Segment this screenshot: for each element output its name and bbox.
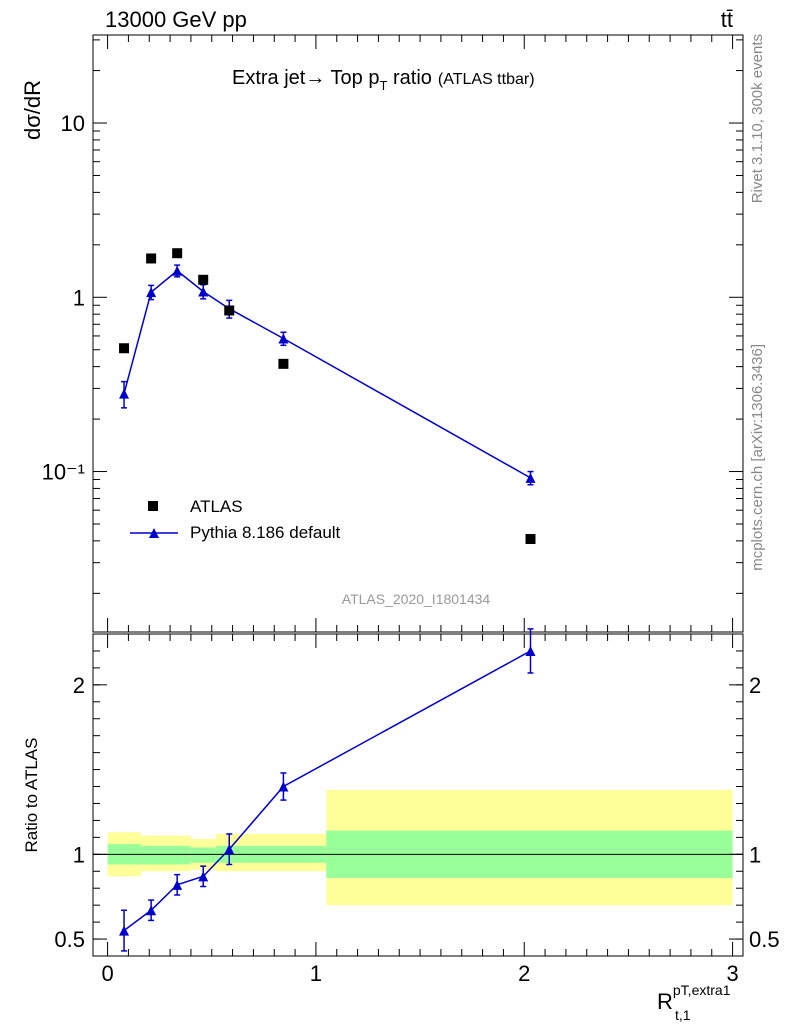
ratio-y-tick-label-left: 1 (73, 842, 85, 867)
energy-label: 13000 GeV pp (105, 7, 247, 32)
legend-pythia-label: Pythia 8.186 default (190, 523, 341, 542)
ratio-panel: 0.5 0.5 1 1 2 2 0 1 2 3 Ratio to ATLAS RpT,extra1… (22, 628, 780, 1023)
ratio-uncertainty-bands (107, 789, 733, 906)
x-axis-label-main: R (657, 989, 673, 1014)
ratio-axes: 0.5 0.5 1 1 2 2 0 1 2 3 (54, 634, 780, 986)
main-chart-title: Extra jet→ Top pT ratio (ATLAS ttbar) (232, 67, 535, 93)
main-y-axis-label: dσ/dR (20, 80, 45, 140)
ratio-y-tick-label-right: 1 (749, 842, 761, 867)
atlas-point (525, 534, 536, 545)
ratio-inner-band (140, 845, 191, 865)
analysis-watermark: ATLAS_2020_I1801434 (342, 591, 491, 607)
atlas-point (198, 274, 209, 285)
x-axis-label-sub: t,1 (675, 1007, 691, 1023)
ratio-y-tick-label-right: 0.5 (749, 927, 780, 952)
ratio-y-tick-label-right: 2 (749, 673, 761, 698)
ratio-pythia-point (224, 844, 235, 855)
mcplots-label: mcplots.cern.ch [arXiv:1306.3436] (749, 344, 766, 571)
ratio-pythia-point (525, 645, 536, 656)
x-tick-label: 1 (310, 961, 322, 986)
legend: ATLAS Pythia 8.186 default (130, 497, 341, 542)
pythia-point (146, 287, 157, 298)
ratio-pythia-point (172, 879, 183, 890)
x-tick-label: 0 (101, 961, 113, 986)
main-y-tick-label: 10⁻¹ (42, 460, 85, 485)
pythia-point (525, 472, 536, 483)
x-axis-label-sup: pT,extra1 (673, 982, 731, 998)
legend-atlas-marker (148, 501, 158, 511)
atlas-point (172, 248, 183, 259)
atlas-point (119, 343, 130, 354)
x-axis-label: RpT,extra1 t,1 (657, 982, 731, 1023)
ratio-pythia-point (278, 781, 289, 792)
main-y-axis: 10⁻¹ 1 10 (42, 35, 743, 632)
title-subscript: T (379, 78, 387, 93)
x-tick-label: 2 (518, 961, 530, 986)
ratio-pythia-point (198, 871, 209, 882)
ratio-y-tick-label-left: 0.5 (54, 927, 85, 952)
main-frame (92, 34, 744, 633)
ratio-y-axis-label: Ratio to ATLAS (22, 738, 41, 853)
atlas-point (224, 305, 235, 316)
title-note: (ATLAS ttbar) (438, 71, 535, 88)
pythia-point (119, 388, 130, 399)
main-y-tick-label: 10 (61, 111, 85, 136)
ratio-inner-band (190, 847, 216, 863)
process-label: tt̄ (721, 7, 733, 32)
rivet-version-label: Rivet 3.1.10, 300k events (749, 34, 766, 203)
pythia-point (198, 286, 209, 297)
main-y-tick-label: 1 (73, 285, 85, 310)
ratio-frame (92, 633, 744, 957)
ratio-series-layer (119, 628, 536, 952)
legend-pythia-marker (149, 528, 159, 538)
x-tick-label: 3 (726, 961, 738, 986)
atlas-point (146, 253, 157, 264)
main-series-layer (119, 248, 536, 545)
title-tail-text: ratio (387, 67, 431, 89)
pythia-point (278, 333, 289, 344)
atlas-point (278, 358, 289, 369)
title-main-text: Extra jet→ Top p (232, 67, 379, 89)
ratio-pythia-point (146, 905, 157, 916)
main-panel: 10⁻¹ 1 10 Extra jet→ Top pT ratio (ATLAS tt… (20, 34, 744, 633)
pythia-point (172, 265, 183, 276)
legend-atlas-label: ATLAS (190, 497, 243, 516)
ratio-y-tick-label-left: 2 (73, 673, 85, 698)
pythia-line (123, 269, 531, 479)
ratio-pythia-point (119, 925, 130, 936)
